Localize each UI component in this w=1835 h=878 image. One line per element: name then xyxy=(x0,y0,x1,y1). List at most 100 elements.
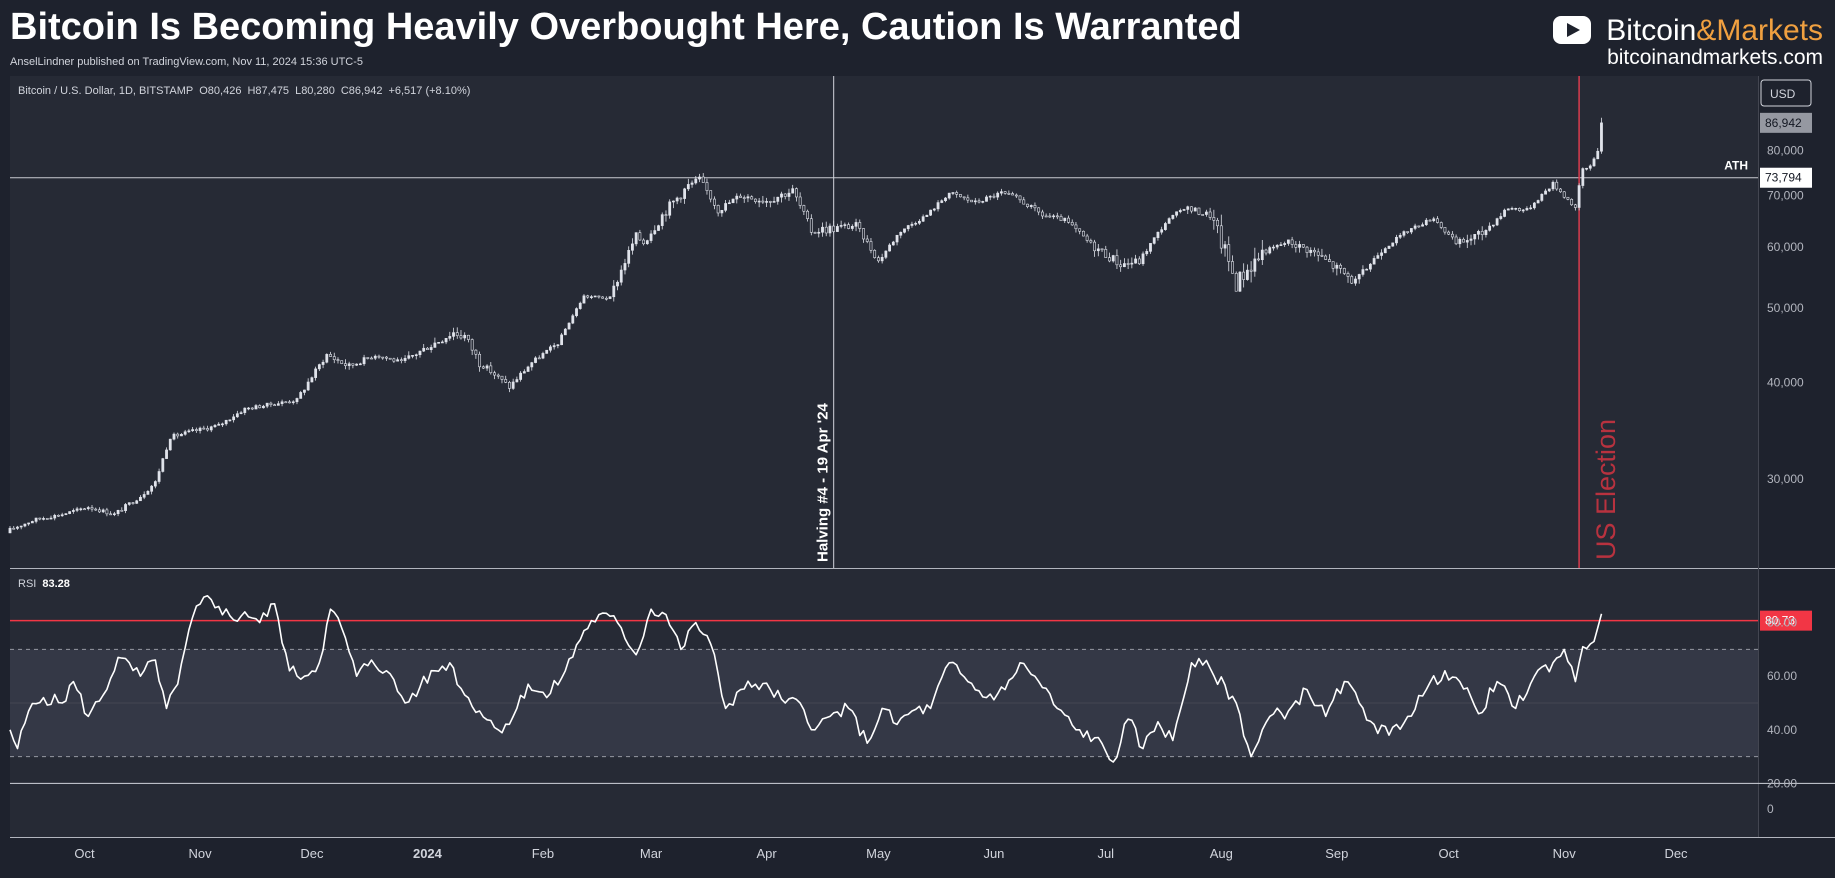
candle-body xyxy=(392,358,396,362)
candle-body xyxy=(124,504,127,511)
candle-body xyxy=(1178,210,1182,213)
candle-body xyxy=(578,302,582,309)
candle-body xyxy=(381,356,385,359)
candle-body xyxy=(306,381,310,391)
candle-body xyxy=(761,200,765,203)
candle-body xyxy=(1469,238,1473,241)
candle-body xyxy=(27,522,31,525)
brand-logo[interactable]: Bitcoin&Markets bitcoinandmarkets.com xyxy=(1523,12,1823,72)
candle-body xyxy=(821,226,824,233)
candle-body xyxy=(932,208,936,211)
candle-body xyxy=(597,295,601,298)
candle-body xyxy=(358,363,362,366)
candle-body xyxy=(303,389,306,393)
time-tick-label: Apr xyxy=(756,846,777,861)
ohlc-close: 86,942 xyxy=(349,85,383,97)
candle-body xyxy=(388,357,392,360)
candle-body xyxy=(83,508,86,511)
candle-body xyxy=(593,295,597,298)
candle-body xyxy=(120,510,124,512)
candle-body xyxy=(433,342,437,348)
candle-body xyxy=(1041,211,1044,217)
currency-button[interactable] xyxy=(1760,79,1812,107)
candle-body xyxy=(1134,258,1137,264)
candle-body xyxy=(481,366,485,369)
candle-body xyxy=(344,363,347,366)
time-tick-label: Oct xyxy=(74,846,95,861)
candle-body xyxy=(1081,230,1085,237)
candle-body xyxy=(1208,211,1212,218)
candle-body xyxy=(701,176,705,183)
candle-body xyxy=(1495,218,1499,226)
candle-body xyxy=(1577,185,1581,208)
candle-body xyxy=(351,363,355,366)
candle-body xyxy=(1067,217,1070,223)
candle-body xyxy=(739,195,742,198)
candle-body xyxy=(1432,218,1436,222)
candle-body xyxy=(221,423,224,426)
candle-body xyxy=(1219,225,1223,249)
candle-body xyxy=(537,357,541,360)
candle-body xyxy=(1290,239,1294,245)
time-tick-label: Jul xyxy=(1097,846,1114,861)
candle-body xyxy=(1279,244,1283,246)
candle-body xyxy=(1190,206,1193,212)
time-tick-label: Nov xyxy=(1553,846,1577,861)
candle-body xyxy=(1573,204,1577,208)
candle-body xyxy=(627,250,631,264)
candle-body xyxy=(232,416,236,421)
time-tick-label: Jun xyxy=(983,846,1004,861)
candle-body xyxy=(996,192,1000,198)
candle-body xyxy=(1014,194,1018,197)
candle-body xyxy=(657,225,660,231)
candle-body xyxy=(940,200,944,203)
candle-body xyxy=(888,244,891,252)
candle-body xyxy=(1044,215,1048,218)
time-tick-label: Dec xyxy=(300,846,324,861)
candle-body xyxy=(534,357,537,363)
candle-body xyxy=(836,226,839,232)
candle-body xyxy=(608,296,612,299)
candle-body xyxy=(951,192,955,194)
candle-body xyxy=(1413,225,1417,229)
candle-body xyxy=(1391,242,1395,247)
candle-body xyxy=(988,195,992,198)
price-pane[interactable] xyxy=(10,76,1758,568)
candle-body xyxy=(1439,222,1443,228)
candle-body xyxy=(101,509,105,513)
candle-body xyxy=(295,398,299,403)
time-tick-label: Dec xyxy=(1664,846,1688,861)
candle-body xyxy=(1402,231,1406,236)
candle-body xyxy=(1406,231,1410,233)
candle-body xyxy=(1458,238,1462,245)
candle-body xyxy=(768,201,772,203)
price-tick-label: 30,000 xyxy=(1767,472,1804,486)
candle-body xyxy=(966,197,970,201)
candle-body xyxy=(545,349,549,354)
candle-body xyxy=(42,518,45,520)
brand-name-amp: & xyxy=(1696,14,1717,47)
rsi-overbought-label: 80.73 xyxy=(1765,614,1795,628)
candle-body xyxy=(1033,205,1037,209)
candle-body xyxy=(645,240,649,245)
candle-body xyxy=(1212,217,1216,221)
brand-url[interactable]: bitcoinandmarkets.com xyxy=(1607,46,1823,69)
rsi-tick-label: 0 xyxy=(1767,802,1774,816)
candle-body xyxy=(49,517,53,520)
candle-body xyxy=(1000,191,1003,194)
candle-body xyxy=(973,200,977,203)
candle-body xyxy=(1085,235,1089,241)
candle-body xyxy=(1309,249,1313,253)
candle-body xyxy=(1570,198,1574,206)
candle-body xyxy=(1070,222,1074,226)
candle-body xyxy=(280,401,284,404)
candle-body xyxy=(929,209,932,216)
candle-body xyxy=(209,426,213,431)
election-label: US Election xyxy=(1591,419,1621,560)
candle-body xyxy=(23,523,27,527)
candle-body xyxy=(1223,244,1227,249)
candle-body xyxy=(38,517,42,520)
candle-body xyxy=(276,403,280,406)
candle-body xyxy=(1428,219,1432,222)
